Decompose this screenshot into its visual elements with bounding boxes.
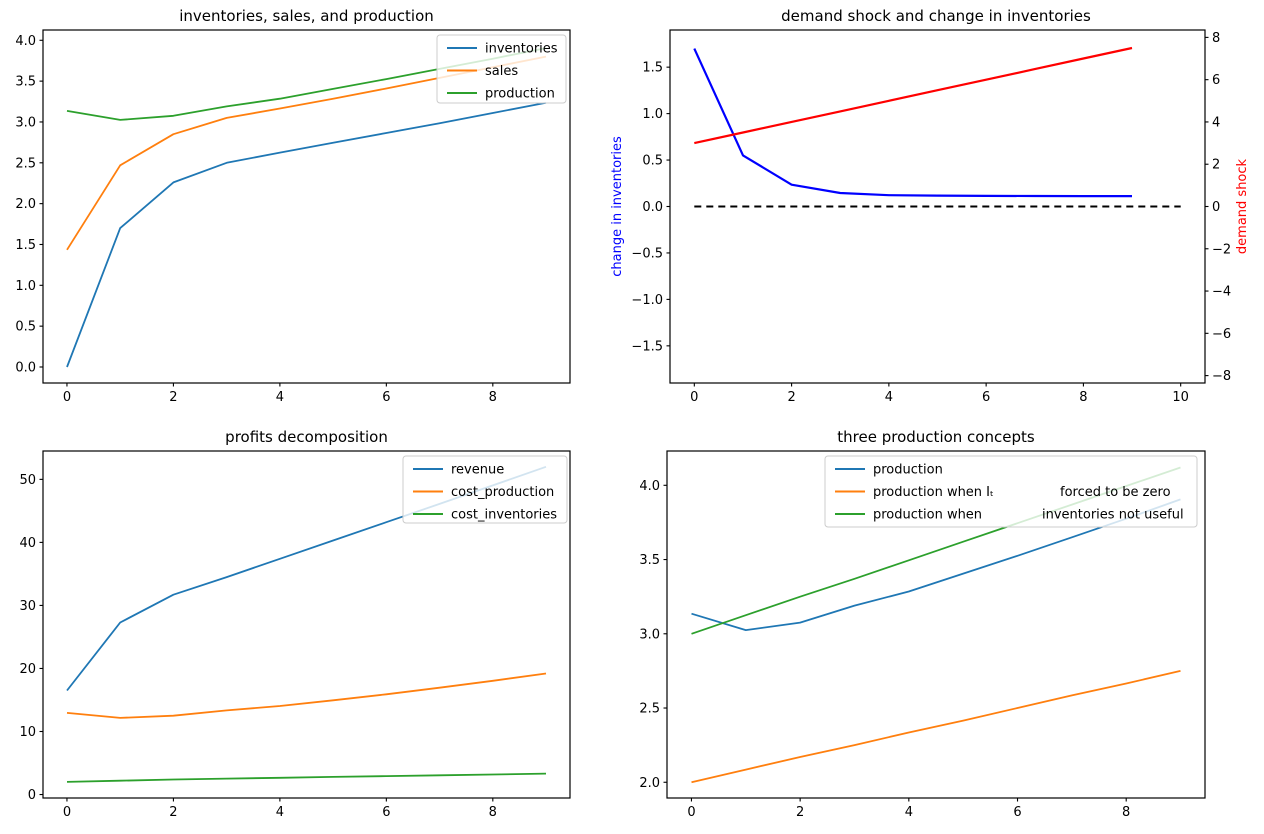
x-tick-label: 4: [276, 805, 284, 820]
legend: revenue cost_production cost_inventories: [402, 455, 568, 524]
subplot-profits-decomposition: 0 2 4 6 8 0 10 20 30 40 50 revenue cost_productionco…: [19, 450, 571, 820]
y-tick-label: 1.5: [15, 238, 36, 253]
y2-tick-label: 4: [1212, 115, 1220, 130]
y-tick-label: 1.5: [642, 61, 663, 76]
x-tick-label: 0: [63, 390, 71, 405]
x-tick-label: 0: [63, 805, 71, 820]
x-tick-label: 6: [382, 390, 390, 405]
x-tick-label: 2: [787, 390, 795, 405]
subplot-inventories-sales-production: 0 2 4 6 8 0.0 0.5 1.0 1.5 2.0 2.5 3.0 3.5 4.0 inventor…: [15, 29, 571, 405]
series-line-production-when-i-t-forced-to-be-zero: [691, 670, 1181, 784]
chart-title-profits-decomposition: profits decomposition: [225, 428, 388, 446]
x-tick-label: 8: [489, 805, 497, 820]
legend-box: [436, 34, 567, 104]
legend-label2-inventories-not-useful: inventories not useful: [1042, 508, 1184, 523]
y-tick-label: 3.0: [15, 115, 36, 130]
x-tick-label: 4: [885, 390, 893, 405]
legend-label-production: production: [873, 463, 943, 478]
y2-tick-label: −6: [1212, 327, 1231, 342]
x-tick-label: 6: [1013, 805, 1021, 820]
y-tick-label: 40: [19, 536, 36, 551]
axes-frame: [42, 450, 571, 799]
y-tick-label: 0.0: [642, 200, 663, 215]
y-tick-label: 0.5: [15, 320, 36, 335]
series-line-cost-production: [66, 672, 547, 719]
x-tick-label: 6: [982, 390, 990, 405]
legend-label-cost-inventories: cost_inventories: [451, 508, 557, 523]
x-tick-label: 4: [905, 805, 913, 820]
legend-label-production-when: production when: [873, 508, 982, 523]
x-tick-label: 2: [169, 805, 177, 820]
legend-label2-forced-to-be-zero: forced to be zero: [1060, 485, 1171, 500]
y-tick-label: 2.0: [15, 197, 36, 212]
x-tick-label: 6: [382, 805, 390, 820]
legend: inventories sales production: [436, 34, 567, 104]
y-tick-label: 1.0: [15, 279, 36, 294]
chart-title-three-production-concepts: three production concepts: [837, 428, 1035, 446]
subplot-three-production-concepts: 0 2 4 6 82.02.53.03.54.0productionproduction…: [639, 450, 1206, 820]
y2-tick-label: 8: [1212, 31, 1220, 46]
y-tick-label: 30: [19, 599, 36, 614]
chart-title-demand-shock: demand shock and change in inventories: [781, 7, 1091, 25]
y-tick-label: 1.0: [642, 107, 663, 122]
y-tick-label: 2.5: [15, 156, 36, 171]
x-tick-label: 2: [169, 390, 177, 405]
x-tick-label: 4: [276, 390, 284, 405]
legend-label-production-when-i: production when Iₜ: [873, 485, 994, 500]
y-tick-label: 2.0: [639, 776, 660, 791]
subplot-demand-shock-change-in-inventories: 0 2 4 6 8 10 −1.5 −1.0 −0.5 0.0 0.5 1.0 1.5 −8 −6 −4 −2 0…: [610, 29, 1250, 405]
y-axis-label-left: change in inventories: [610, 136, 625, 277]
y-tick-label: 4.0: [639, 479, 660, 494]
y-tick-label: 4.0: [15, 34, 36, 49]
series-line-cost-inventories: [66, 772, 547, 783]
y2-tick-label: −8: [1212, 369, 1231, 384]
series-line-inventories: [66, 101, 547, 368]
legend-box: [824, 455, 1198, 528]
chart-title-inventories-sales-production: inventories, sales, and production: [179, 7, 434, 25]
series-line-production: [691, 498, 1181, 631]
y-tick-label: −1.0: [631, 293, 663, 308]
y-tick-label: 0.0: [15, 360, 36, 375]
axes-frame: [666, 450, 1206, 799]
y2-tick-label: 2: [1212, 158, 1220, 173]
y2-tick-label: −4: [1212, 285, 1231, 300]
y-tick-label: 20: [19, 662, 36, 677]
legend-label-inventories: inventories: [485, 42, 558, 57]
y2-tick-label: 6: [1212, 73, 1220, 88]
y-axis-label-right: demand shock: [1235, 158, 1250, 254]
y-tick-label: −0.5: [631, 246, 663, 261]
y-tick-label: 3.0: [639, 627, 660, 642]
y-tick-label: −1.5: [631, 339, 663, 354]
x-tick-label: 0: [687, 805, 695, 820]
x-tick-label: 8: [489, 390, 497, 405]
axes-frame: [42, 29, 571, 384]
x-tick-label: 8: [1122, 805, 1130, 820]
y2-tick-label: −2: [1212, 242, 1231, 257]
legend-label-cost-production: cost_production: [451, 485, 554, 500]
x-tick-label: 2: [796, 805, 804, 820]
y-tick-label: 50: [19, 473, 36, 488]
legend-box: [402, 455, 568, 524]
legend-label-sales: sales: [485, 64, 518, 79]
legend-label-revenue: revenue: [451, 463, 504, 478]
y-tick-label: 3.5: [639, 553, 660, 568]
legend: production production when Iₜ forced to be…: [824, 455, 1198, 528]
y-tick-label: 0: [28, 788, 36, 803]
y-tick-label: 10: [19, 725, 36, 740]
x-tick-label: 0: [690, 390, 698, 405]
x-tick-label: 8: [1079, 390, 1087, 405]
legend-label-production: production: [485, 87, 555, 102]
y-tick-label: 3.5: [15, 75, 36, 90]
series-line-demand-shock: [694, 46, 1133, 145]
series-line-change-in-inventories: [693, 48, 1132, 198]
x-tick-label: 10: [1172, 390, 1189, 405]
y2-tick-label: 0: [1212, 200, 1220, 215]
y-tick-label: 0.5: [642, 154, 663, 169]
y-tick-label: 2.5: [639, 702, 660, 717]
